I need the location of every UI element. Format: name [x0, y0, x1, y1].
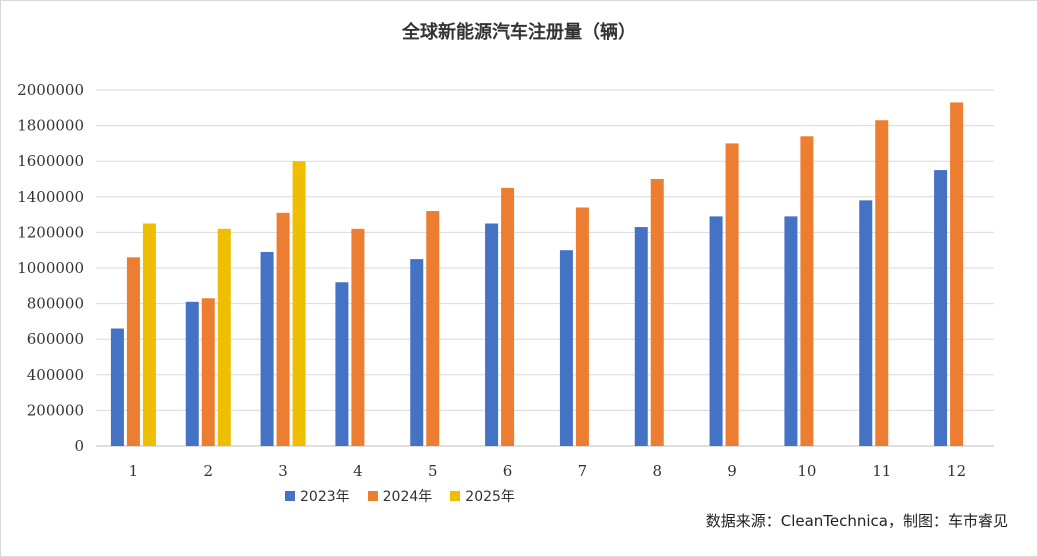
bar-2024年-5 [426, 211, 440, 446]
y-tick-label: 200000 [27, 401, 84, 419]
bar-2024年-4 [351, 228, 365, 446]
bar-2023年-12 [934, 170, 948, 446]
y-tick-label: 1000000 [17, 259, 84, 277]
x-tick-label: 10 [797, 462, 816, 480]
legend-swatch [450, 491, 461, 501]
axes: 0 200000 400000 600000 800000 1000000 1200000 1… [17, 81, 966, 480]
bar-2023年-9 [709, 216, 723, 446]
bar-2025年-3 [292, 161, 306, 446]
y-tick-label: 1600000 [17, 152, 84, 170]
bar-2023年-11 [859, 200, 873, 446]
bar-2024年-7 [575, 207, 589, 446]
bar-2023年-6 [485, 223, 499, 446]
legend-swatch [285, 491, 295, 501]
x-tick-label: 1 [129, 462, 139, 480]
x-tick-label: 8 [652, 462, 662, 480]
bar-2024年-2 [201, 298, 215, 446]
x-tick-label: 5 [428, 462, 438, 480]
legend-item: 2023年 [285, 486, 350, 506]
bar-2024年-12 [950, 102, 964, 447]
y-tick-label: 800000 [27, 295, 84, 313]
legend-item: 2024年 [367, 486, 433, 506]
x-tick-label: 11 [872, 462, 891, 480]
x-tick-label: 3 [278, 462, 288, 480]
bar-2024年-3 [276, 212, 290, 446]
y-tick-label: 2000000 [17, 81, 84, 99]
legend-item: 2025年 [450, 486, 515, 506]
bar-2024年-6 [501, 187, 515, 446]
x-tick-label: 4 [353, 462, 363, 480]
bar-2024年-11 [875, 120, 889, 446]
bars [110, 102, 964, 447]
bar-2023年-4 [335, 282, 349, 446]
y-tick-label: 1200000 [17, 223, 84, 241]
x-tick-label: 6 [503, 462, 513, 480]
y-tick-label: 600000 [27, 330, 84, 348]
legend: 2023年 2024年 2025年 [285, 486, 515, 506]
bar-2024年-9 [725, 143, 739, 446]
legend-label: 2025年 [465, 489, 515, 505]
x-tick-label: 7 [578, 462, 588, 480]
bar-2024年-10 [800, 136, 814, 446]
chart-title: 全球新能源汽车注册量（辆） [402, 22, 636, 43]
bar-2023年-7 [559, 250, 573, 446]
bar-2023年-2 [185, 301, 199, 446]
y-tick-label: 400000 [27, 366, 84, 384]
y-tick-label: 0 [74, 437, 84, 455]
bar-2023年-3 [260, 251, 274, 446]
gridlines [96, 89, 994, 447]
bar-2024年-1 [126, 257, 140, 446]
legend-label: 2024年 [382, 489, 433, 505]
bar-2024年-8 [650, 179, 664, 446]
bar-2023年-8 [634, 227, 648, 446]
bar-2023年-1 [110, 328, 124, 446]
legend-swatch [367, 491, 378, 501]
source-note: 数据来源：CleanTechnica，制图：车市睿见 [705, 512, 1008, 530]
bar-2023年-10 [784, 216, 798, 446]
x-tick-label: 9 [727, 462, 737, 480]
x-tick-label: 2 [203, 462, 213, 480]
bar-2025年-2 [217, 228, 231, 446]
y-tick-label: 1400000 [17, 188, 84, 206]
x-tick-label: 12 [947, 462, 966, 480]
bar-2023年-5 [410, 259, 424, 446]
bar-2025年-1 [142, 223, 156, 446]
y-tick-label: 1800000 [17, 117, 84, 135]
legend-label: 2023年 [300, 489, 350, 505]
